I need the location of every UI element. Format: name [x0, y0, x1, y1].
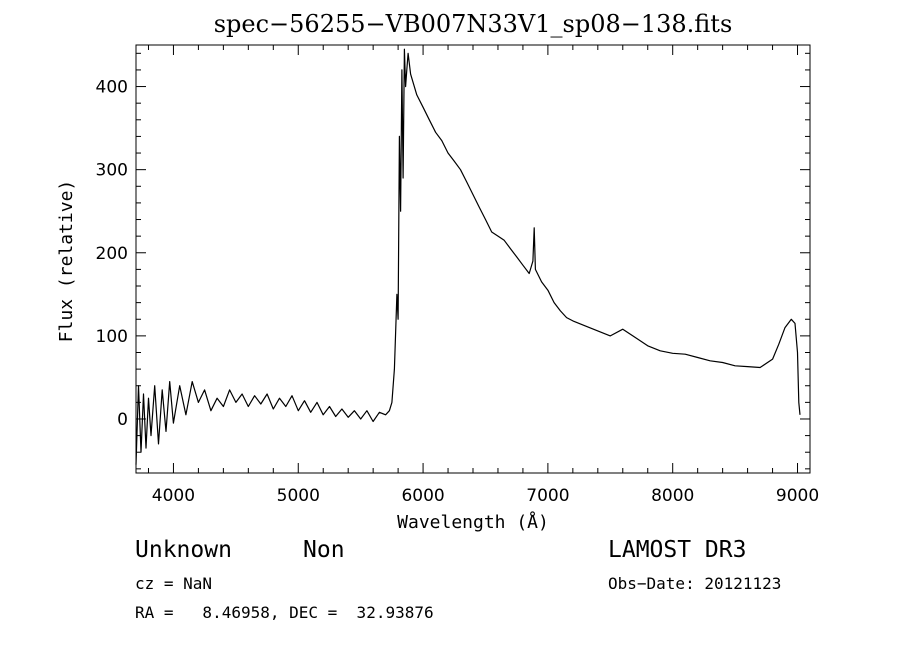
y-tick-label: 100 [96, 327, 128, 347]
x-tick-label: 8000 [651, 486, 694, 506]
object-subclass: Non [303, 537, 345, 563]
obs-date: Obs−Date: 20121123 [608, 574, 782, 593]
x-axis-label: Wavelength (Å) [397, 511, 549, 533]
x-tick-label: 5000 [277, 486, 320, 506]
y-axis-label: Flux (relative) [56, 180, 77, 343]
survey-label: LAMOST DR3 [608, 537, 747, 563]
x-tick-label: 4000 [152, 486, 195, 506]
y-tick-label: 400 [96, 78, 128, 98]
x-tick-label: 7000 [526, 486, 569, 506]
x-axis-ticks [147, 45, 799, 473]
y-tick-label: 300 [96, 161, 128, 181]
chart-title: spec−56255−VB007N33V1_sp08−138.fits [214, 10, 733, 38]
object-class: Unknown [135, 537, 232, 563]
ra-dec: RA = 8.46958, DEC = 32.93876 [135, 603, 434, 622]
x-axis-tick-labels: 4000 5000 6000 7000 8000 9000 [152, 486, 819, 506]
spectrum-line [135, 48, 801, 465]
x-tick-label: 9000 [776, 486, 819, 506]
y-tick-label: 200 [96, 244, 128, 264]
y-tick-label: 0 [117, 410, 128, 430]
y-axis-tick-labels: 0 100 200 300 400 [96, 78, 128, 430]
redshift-cz: cz = NaN [135, 574, 213, 593]
y-axis-ticks [136, 52, 810, 470]
x-tick-label: 6000 [401, 486, 444, 506]
plot-frame [135, 44, 811, 474]
